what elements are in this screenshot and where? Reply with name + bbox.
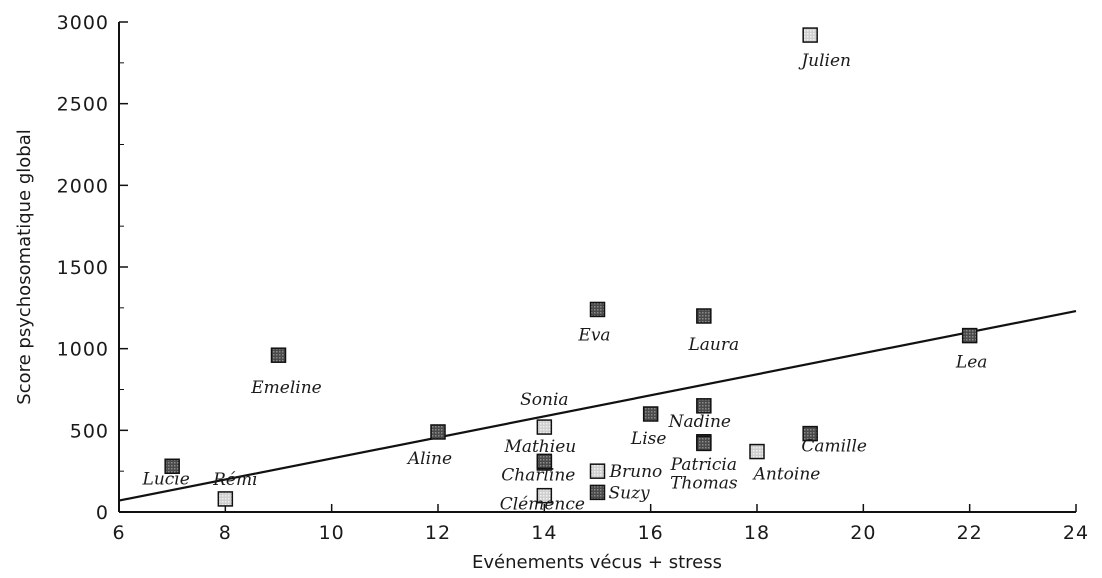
data-point-laura: Laura xyxy=(688,308,740,355)
x-tick-label: 18 xyxy=(744,522,770,544)
data-point-eva: Eva xyxy=(577,301,611,345)
point-label: Lea xyxy=(955,353,988,373)
y-tick-label: 2500 xyxy=(57,94,109,116)
point-marker xyxy=(536,419,553,435)
data-point-suzy: Suzy xyxy=(589,483,651,503)
y-tick-label: 3000 xyxy=(57,12,109,34)
data-point-bruno: Bruno xyxy=(589,462,663,482)
point-label: Bruno xyxy=(609,462,663,482)
x-ticks: 6 8 10 12 14 16 18 20 22 24 xyxy=(112,504,1089,544)
point-marker xyxy=(749,443,765,460)
x-axis-title: Evénements vécus + stress xyxy=(472,552,722,573)
point-label: Rémi xyxy=(212,470,257,490)
x-tick-label: 10 xyxy=(319,522,345,544)
point-marker xyxy=(589,463,606,479)
point-marker xyxy=(589,301,606,318)
x-tick-label: 12 xyxy=(425,522,451,544)
point-label: Lise xyxy=(630,429,667,449)
data-point-julien: Julien xyxy=(798,27,851,71)
x-tick-label: 24 xyxy=(1063,522,1089,544)
data-point-lise: Lise xyxy=(630,406,667,449)
y-ticks: 0 500 1000 1500 2000 2500 3000 xyxy=(57,12,128,524)
point-label: Patricia xyxy=(670,455,737,475)
point-label: Eva xyxy=(577,325,610,345)
point-label: Suzy xyxy=(609,483,651,503)
y-tick-label: 1500 xyxy=(57,257,109,279)
y-axis-title: Score psychosomatique global xyxy=(14,129,35,404)
point-label: Laura xyxy=(688,335,740,355)
point-label: Mathieu xyxy=(503,437,576,457)
x-tick-label: 8 xyxy=(219,522,232,544)
point-marker xyxy=(696,398,712,414)
point-marker xyxy=(164,458,180,475)
data-point-antoine: Antoine xyxy=(749,443,821,485)
trend-line xyxy=(118,310,1077,502)
point-marker xyxy=(961,327,978,344)
point-label: Lucie xyxy=(142,469,190,489)
data-point-camille: Camille xyxy=(801,425,867,457)
data-point-nadine: Nadine xyxy=(668,398,731,432)
axes xyxy=(118,22,1076,513)
point-marker xyxy=(642,406,659,422)
y-tick-label: 0 xyxy=(96,502,109,524)
x-tick-label: 6 xyxy=(112,522,125,544)
x-tick-label: 14 xyxy=(531,522,557,544)
point-label: Antoine xyxy=(752,465,821,485)
x-tick-label: 20 xyxy=(850,522,876,544)
y-tick-label: 500 xyxy=(70,420,109,442)
point-label: Aline xyxy=(406,449,452,469)
data-point-lucie: Lucie xyxy=(142,458,190,489)
point-marker xyxy=(802,425,818,442)
data-point-lea: Lea xyxy=(955,327,988,373)
point-marker xyxy=(696,308,712,324)
point-marker xyxy=(589,484,606,501)
data-point-aline: Aline xyxy=(406,424,452,469)
point-label: Thomas xyxy=(670,473,738,493)
data-point-charline: Charline xyxy=(501,453,575,485)
point-label: Nadine xyxy=(668,412,731,432)
point-marker xyxy=(802,27,818,43)
point-marker xyxy=(536,487,553,504)
point-label: Camille xyxy=(801,437,867,457)
y-tick-label: 1000 xyxy=(57,339,109,361)
data-point-sonia: Sonia xyxy=(520,390,569,435)
point-label: Emeline xyxy=(250,378,321,398)
data-point-clemence: Clémence xyxy=(500,487,585,515)
point-marker xyxy=(270,347,287,363)
point-label: Charline xyxy=(501,465,575,485)
x-tick-label: 16 xyxy=(638,522,664,544)
point-marker xyxy=(696,435,712,452)
data-point-thomas: Thomas xyxy=(670,435,738,493)
x-tick-label: 22 xyxy=(957,522,983,544)
point-label: Julien xyxy=(798,51,851,71)
point-label: Clémence xyxy=(500,495,585,515)
y-tick-label: 2000 xyxy=(57,175,109,197)
point-marker xyxy=(430,424,446,440)
data-point-emeline: Emeline xyxy=(250,347,322,398)
point-label: Sonia xyxy=(520,390,568,410)
data-point-remi: Rémi xyxy=(212,470,258,507)
point-marker xyxy=(217,491,234,507)
point-marker xyxy=(536,453,553,470)
